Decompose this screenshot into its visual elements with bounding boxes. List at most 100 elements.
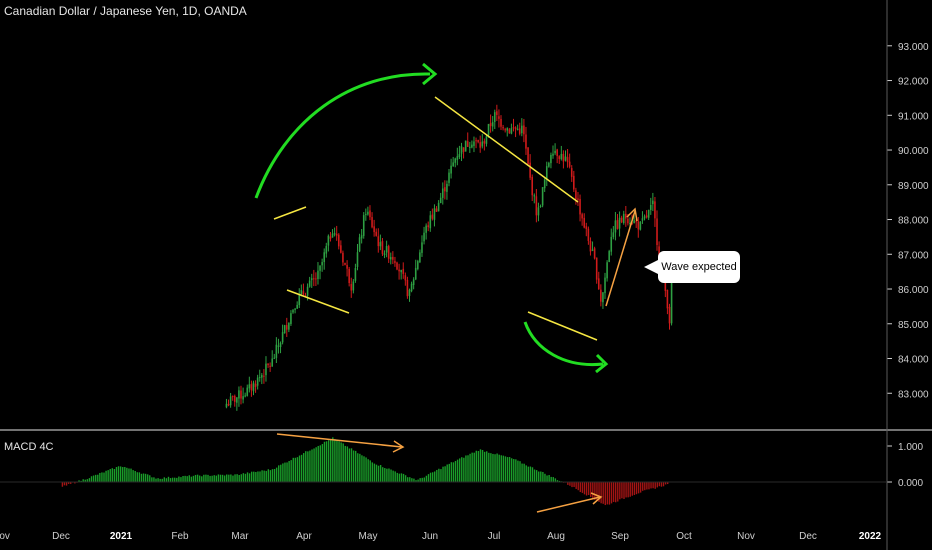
macd-bar [124, 466, 126, 482]
macd-bar [448, 463, 450, 482]
time-axis: Nov Dec 2021 Feb Mar Apr May Jun Jul Aug Sep Oct Nov… [0, 531, 882, 542]
macd-bar [619, 482, 621, 500]
macd-bar [171, 477, 174, 482]
macd-bar [259, 471, 261, 482]
candle-body [510, 128, 513, 134]
candle-body [531, 176, 534, 196]
macd-bar [467, 455, 469, 482]
time-tick-label: Dec [52, 531, 70, 542]
candle-body [362, 215, 365, 236]
macd-bar [271, 469, 274, 482]
candle-body [637, 221, 640, 230]
macd-bar [315, 447, 317, 482]
macd-bar [554, 478, 557, 482]
macd-bar [350, 448, 353, 482]
macd-bar [311, 449, 313, 482]
macd-bar [648, 482, 650, 490]
candle-body [423, 232, 425, 242]
macd-bar [587, 482, 590, 495]
macd-bar [567, 482, 569, 485]
candle-body [281, 332, 284, 343]
macd-bar [280, 464, 282, 482]
macd-bar [598, 482, 600, 502]
macd-bar [180, 477, 182, 482]
macd-bar [155, 478, 157, 482]
candle-body [340, 245, 342, 253]
candle-body [365, 213, 367, 215]
candle-body [283, 325, 286, 334]
macd-bar [652, 482, 654, 489]
macd-bar [97, 474, 99, 482]
candle-body [541, 187, 544, 206]
macd-bar [510, 458, 513, 482]
candle-body [298, 294, 301, 306]
macd-bar [198, 475, 201, 482]
candle-body [529, 162, 531, 178]
macd-bar [369, 460, 371, 482]
macd-bar [344, 445, 346, 482]
time-tick-label: Jun [422, 531, 438, 542]
candle-body [664, 276, 667, 292]
macd-bar [192, 475, 195, 482]
macd-bar [122, 467, 124, 482]
macd-bar [440, 469, 442, 482]
candle-body [414, 267, 417, 280]
candle-body [337, 234, 340, 247]
macd-bar [234, 474, 236, 482]
price-axis: 93.000 92.000 91.000 90.000 89.000 88.000 87.0… [887, 42, 929, 400]
macd-bar [379, 465, 382, 482]
macd-bar [213, 475, 215, 482]
macd-bar [267, 469, 270, 482]
macd-bar [450, 462, 453, 482]
macd-bar [263, 470, 265, 482]
macd-bar [654, 482, 656, 489]
price-tick-label: 90.000 [898, 146, 929, 157]
macd-bar [354, 450, 357, 482]
macd-bar [496, 453, 498, 482]
macd-orange-line-bottom [536, 496, 601, 513]
macd-bar [417, 479, 419, 482]
macd-bar [546, 475, 548, 482]
candle-body [441, 188, 444, 198]
candle-body [489, 123, 492, 127]
macd-bar [585, 482, 588, 496]
candle-body [310, 278, 313, 281]
macd-bar [431, 472, 434, 482]
candle-body [288, 322, 290, 330]
candle-body [525, 134, 527, 149]
candle-body [408, 289, 411, 296]
macd-bar [221, 474, 224, 482]
macd-bar [163, 477, 166, 482]
macd-bar [396, 472, 398, 482]
macd-bar [471, 452, 473, 482]
macd-bar [662, 482, 665, 487]
macd-bar [357, 453, 359, 482]
macd-bar [203, 474, 205, 482]
candle-body [458, 154, 461, 157]
candle-body [352, 281, 355, 291]
candle-body [602, 292, 604, 303]
macd-bar [284, 462, 286, 482]
macd-bar [427, 474, 430, 482]
macd-bar [319, 445, 322, 482]
macd-bar [409, 477, 411, 482]
macd-bar [398, 473, 401, 482]
candle-body [521, 125, 523, 134]
macd-bar [217, 474, 220, 482]
macd-bar [111, 468, 114, 482]
candle-body [604, 277, 606, 294]
candle-body [256, 377, 259, 386]
macd-bar [458, 458, 461, 482]
macd-bar [167, 476, 170, 482]
candle-body [308, 280, 311, 287]
macd-bar [278, 465, 280, 482]
macd-bar [581, 482, 584, 493]
candle-body [285, 325, 288, 330]
time-tick-label: Dec [799, 531, 817, 542]
macd-bar [390, 469, 392, 482]
macd-bar [404, 475, 407, 482]
macd-bar [548, 474, 550, 482]
candle-body [329, 236, 332, 239]
candle-body [406, 280, 409, 297]
price-tick-label: 86.000 [898, 285, 929, 296]
